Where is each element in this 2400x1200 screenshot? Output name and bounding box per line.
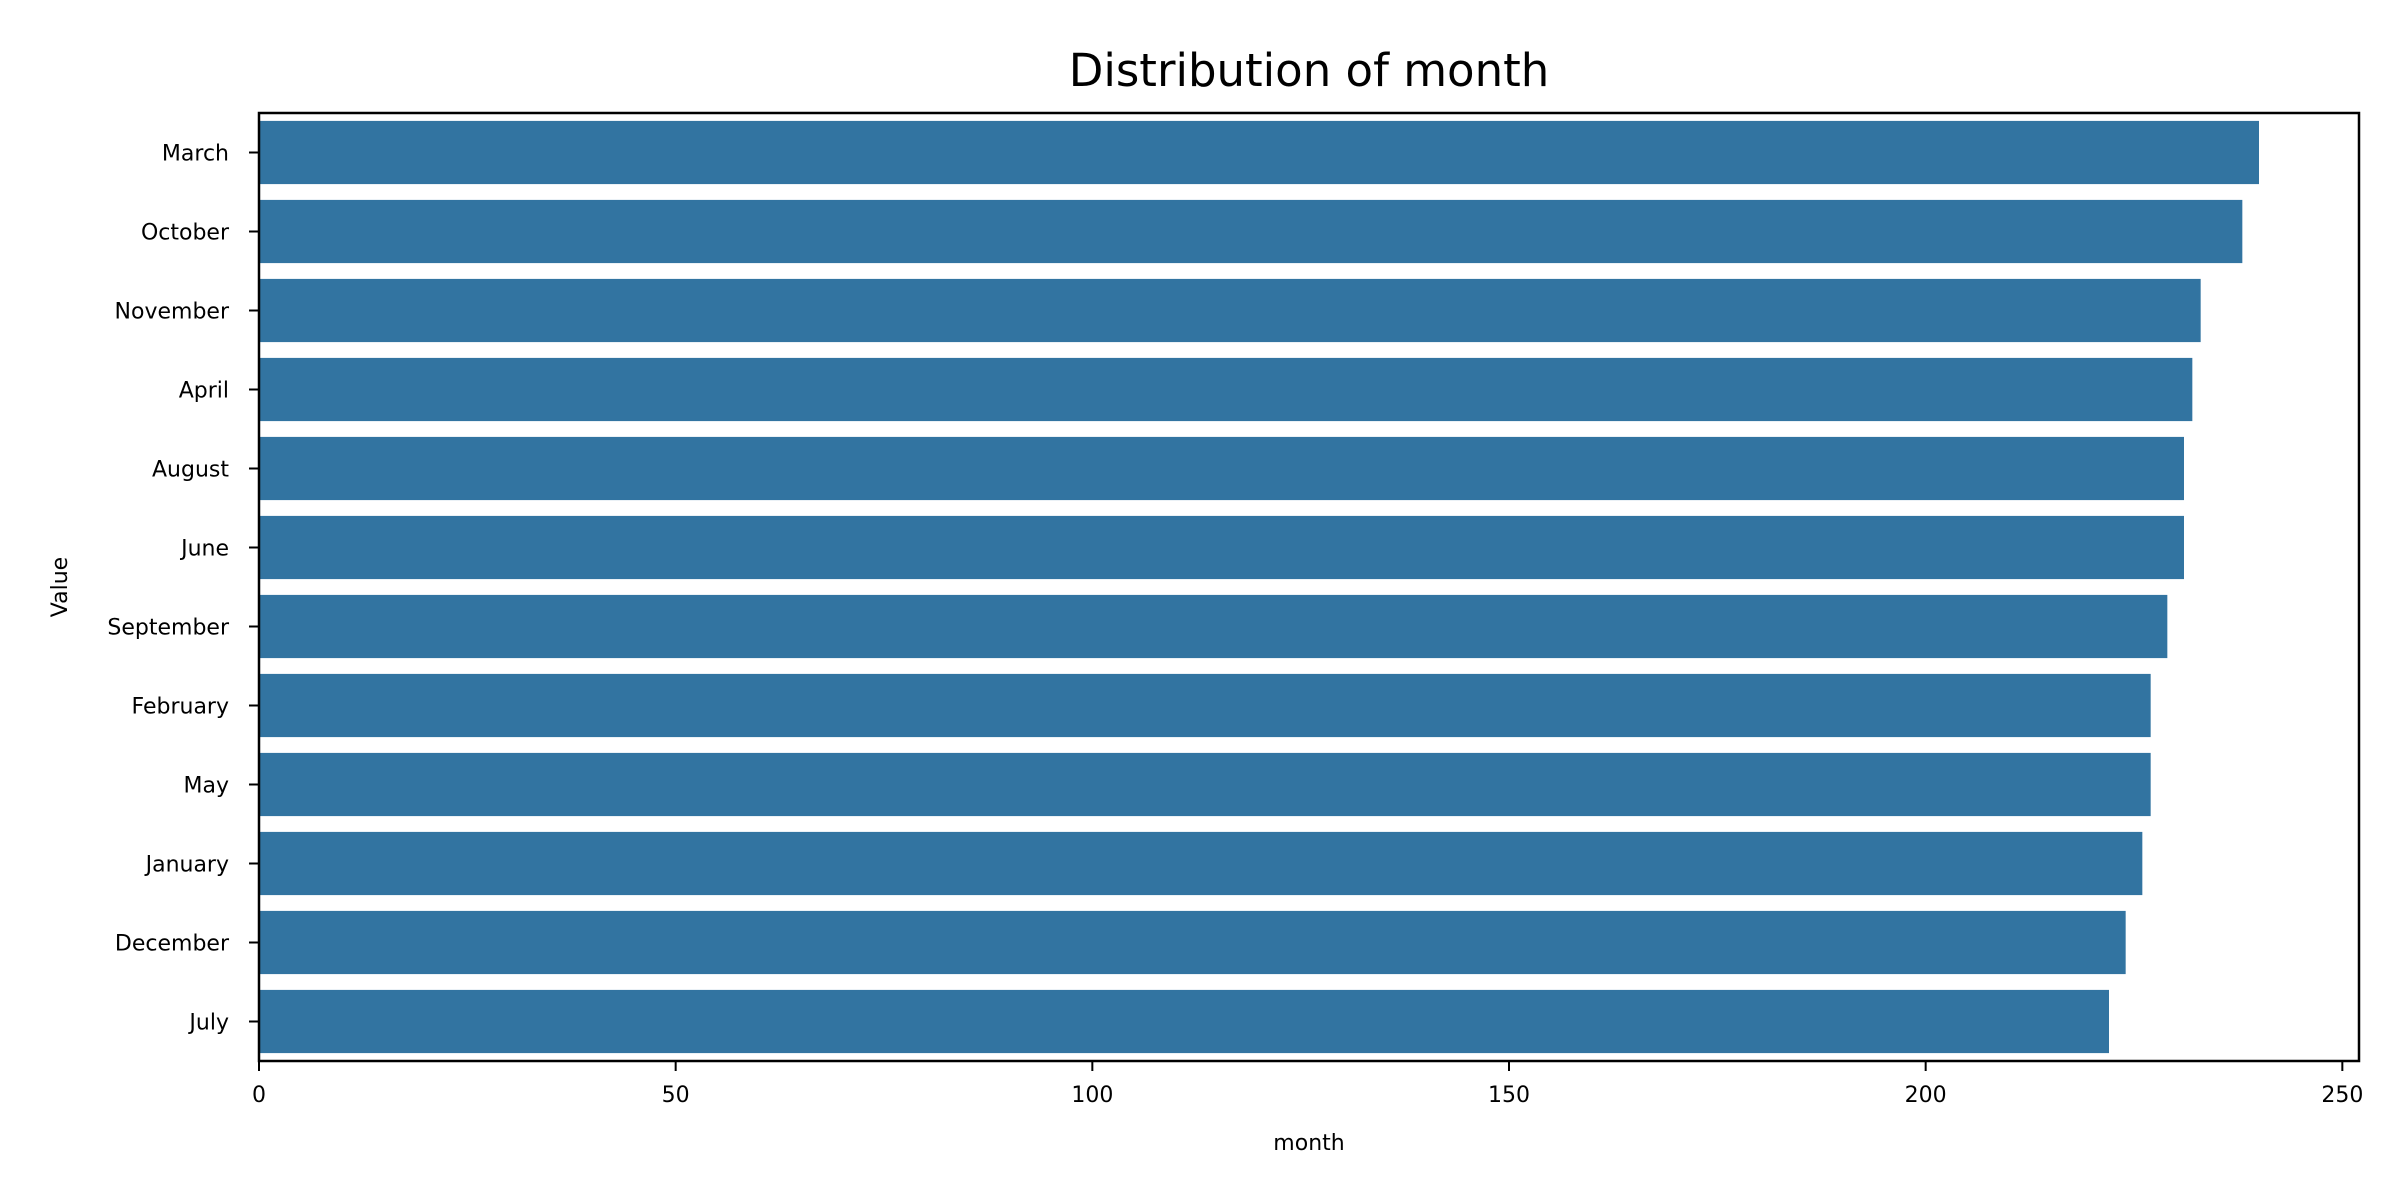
x-axis-ticks: 0 50 100 150 200 250	[252, 1061, 2363, 1108]
y-tick-label: March	[162, 142, 229, 167]
y-tick-label: December	[115, 932, 230, 957]
y-tick-label: October	[141, 221, 230, 246]
y-tick-label: November	[115, 300, 230, 325]
bar-may	[259, 752, 2151, 817]
bar-december	[259, 910, 2126, 975]
y-axis-label: Value	[48, 557, 73, 617]
y-tick-label: February	[132, 695, 230, 720]
bar-june	[259, 515, 2184, 580]
bar-october	[259, 199, 2243, 264]
y-tick-label: January	[144, 853, 229, 878]
x-tick-label: 50	[662, 1083, 690, 1108]
y-tick-label: September	[107, 616, 230, 641]
bar-september	[259, 594, 2168, 659]
y-tick-label: June	[179, 537, 229, 562]
bar-march	[259, 120, 2259, 185]
y-axis-ticks: March October November April August June Septe…	[107, 142, 259, 1036]
y-tick-label: May	[184, 774, 229, 799]
bar-july	[259, 989, 2109, 1054]
y-tick-label: April	[179, 379, 229, 404]
x-tick-label: 150	[1488, 1083, 1530, 1108]
bars-group	[259, 120, 2259, 1054]
bar-november	[259, 278, 2201, 343]
bar-august	[259, 436, 2184, 501]
x-axis-label: month	[1273, 1131, 1344, 1156]
plot-frame	[257, 111, 2361, 1063]
x-tick-label: 0	[252, 1083, 266, 1108]
bar-april	[259, 357, 2193, 422]
chart-title: Distribution of month	[1069, 44, 1550, 97]
x-tick-label: 100	[1071, 1083, 1113, 1108]
y-tick-label: July	[187, 1011, 229, 1036]
y-tick-label: August	[152, 458, 229, 483]
bar-february	[259, 673, 2151, 738]
bar-january	[259, 831, 2143, 896]
x-tick-label: 200	[1905, 1083, 1947, 1108]
x-tick-label: 250	[2321, 1083, 2363, 1108]
